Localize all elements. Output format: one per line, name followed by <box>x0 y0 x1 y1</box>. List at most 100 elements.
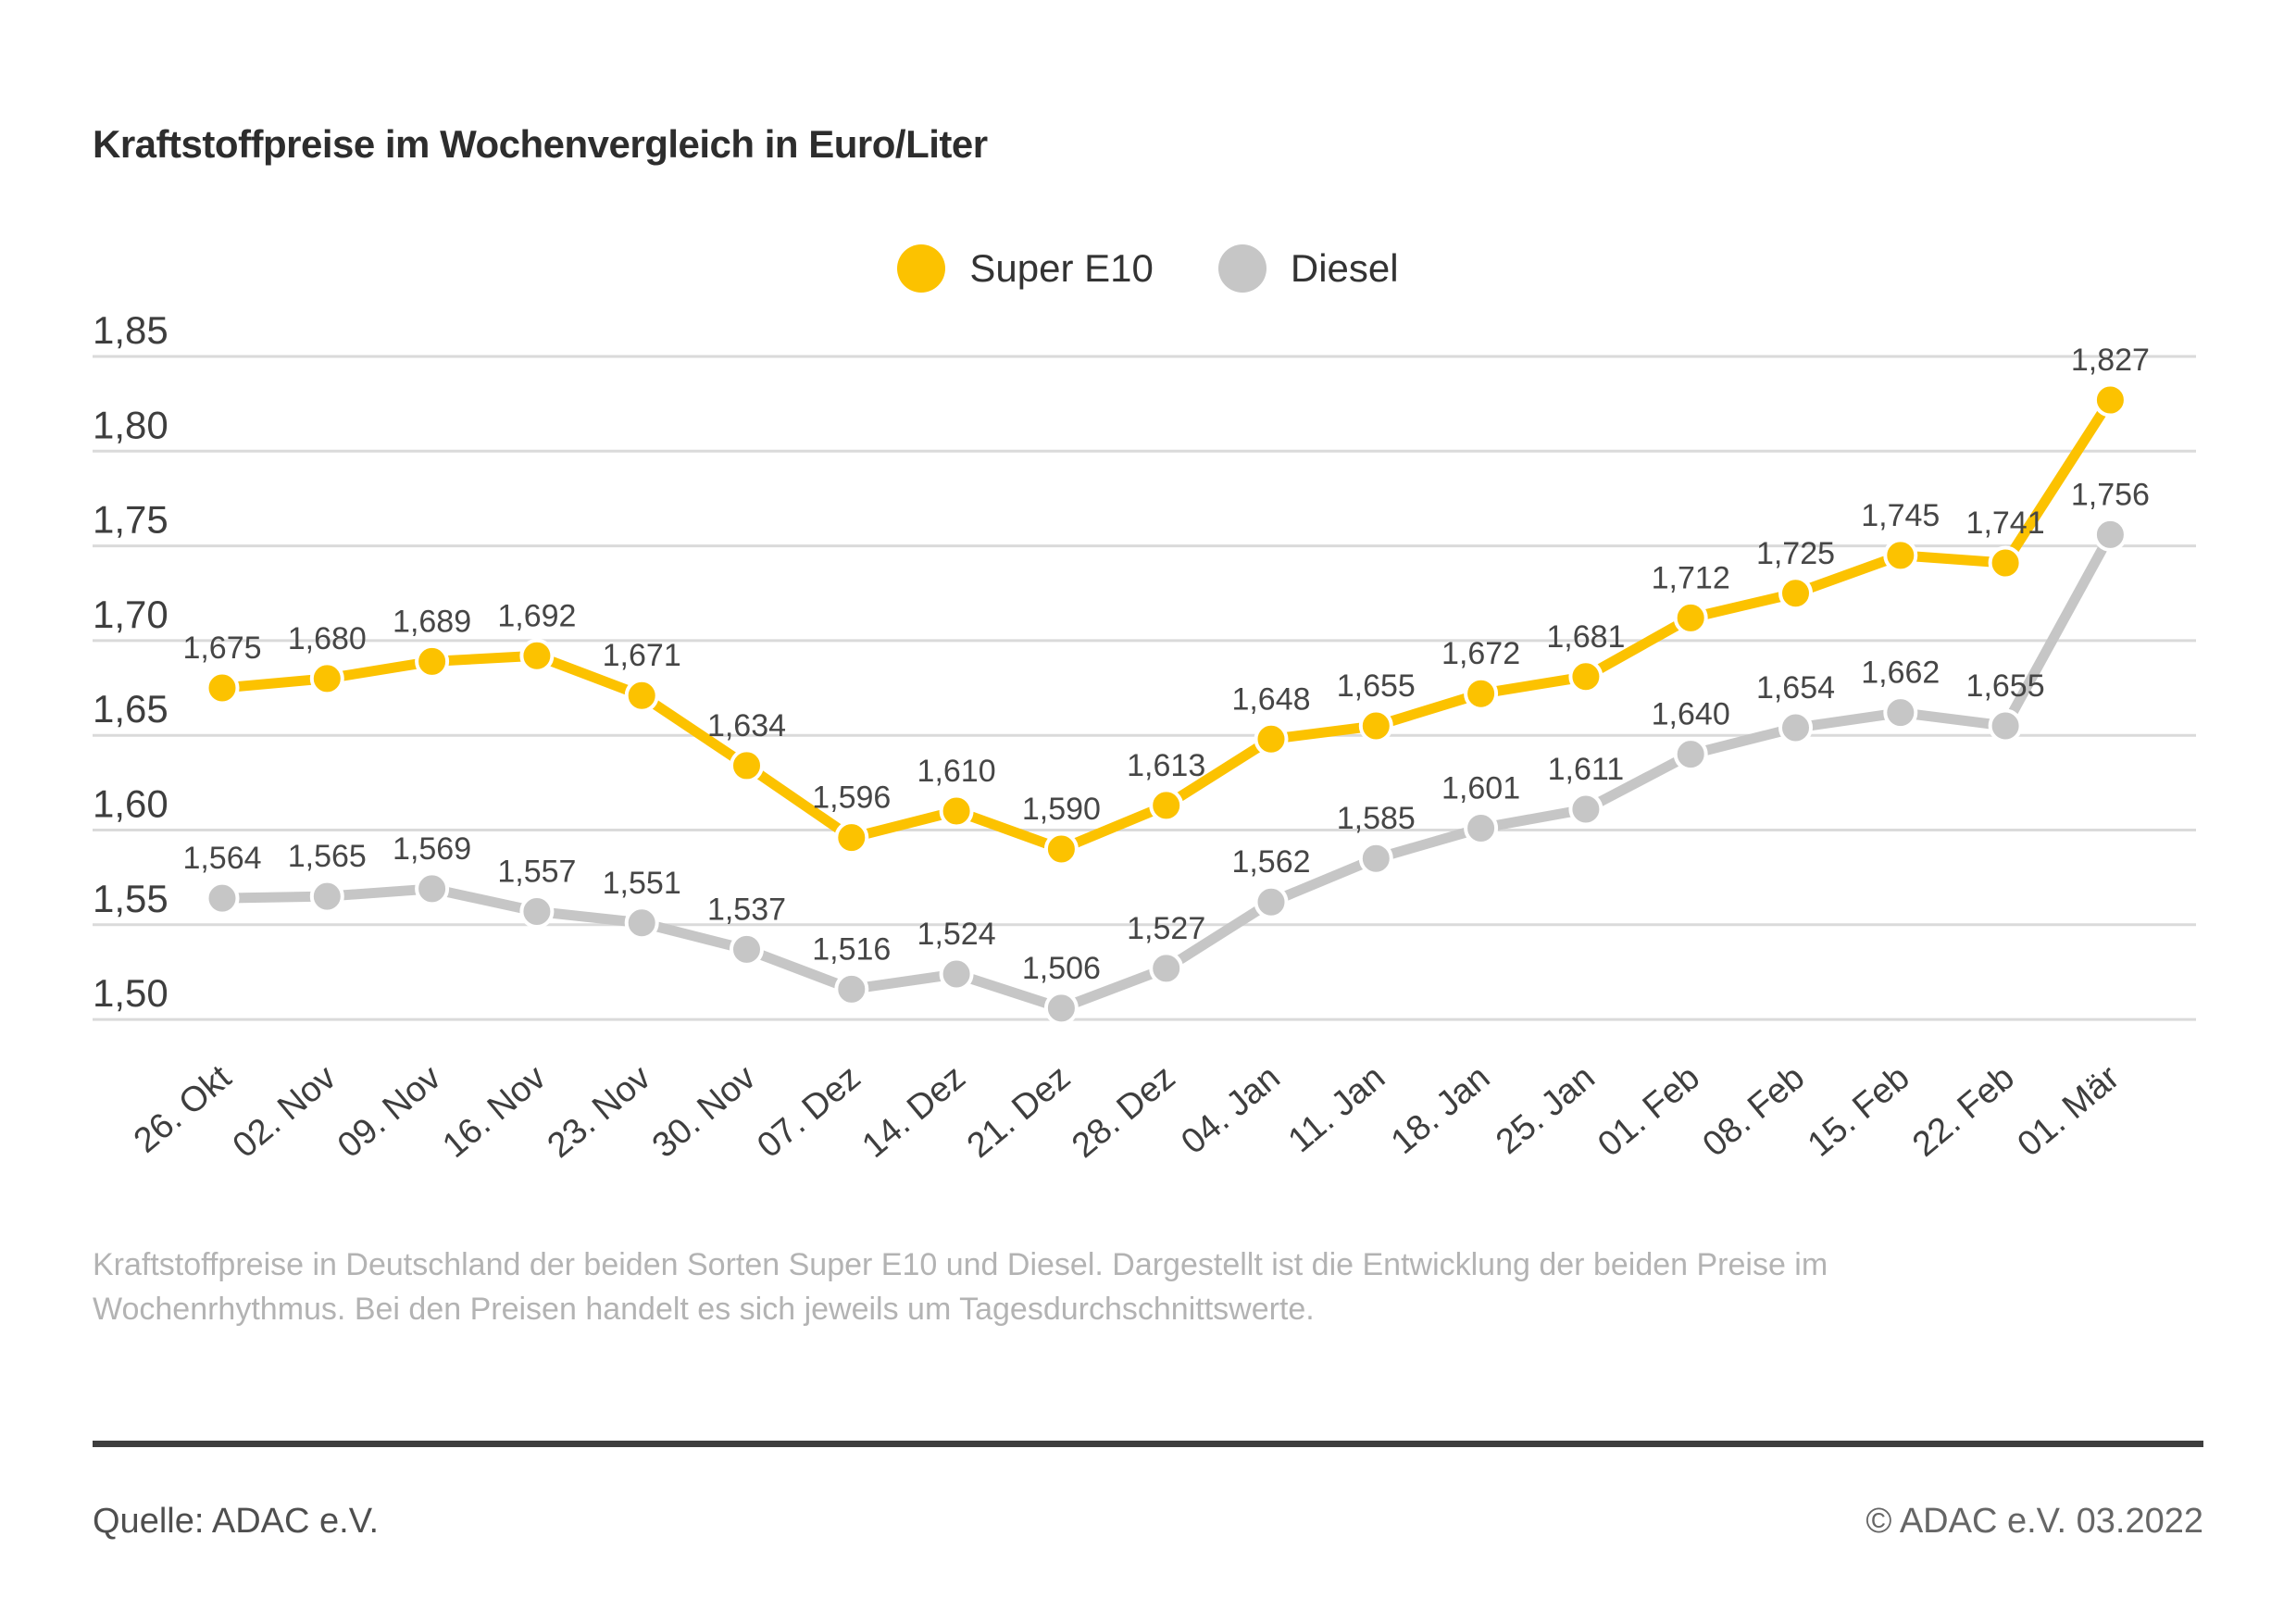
x-tick-label: 22. Feb <box>1905 1058 2022 1165</box>
data-point-super-e10 <box>1988 545 2023 581</box>
y-tick-label: 1,75 <box>93 498 168 542</box>
data-point-super-e10 <box>1568 659 1603 694</box>
data-label-diesel: 1,557 <box>497 854 576 889</box>
x-tick-label: 09. Nov <box>331 1058 448 1166</box>
data-point-diesel <box>1883 695 1918 731</box>
y-tick-label: 1,85 <box>93 308 168 352</box>
y-tick-label: 1,80 <box>93 403 168 446</box>
data-point-diesel <box>834 971 869 1006</box>
x-tick-label: 30. Nov <box>645 1058 763 1166</box>
data-label-super-e10: 1,680 <box>288 621 367 656</box>
x-tick-label: 28. Dez <box>1065 1058 1182 1166</box>
x-tick-label: 01. Feb <box>1591 1058 1707 1165</box>
data-point-super-e10 <box>1358 708 1393 743</box>
data-label-diesel: 1,527 <box>1127 911 1205 946</box>
data-point-super-e10 <box>730 748 764 783</box>
legend-item-super-e10: Super E10 <box>897 244 1154 293</box>
data-label-super-e10: 1,634 <box>707 708 786 743</box>
x-tick-label: 02. Nov <box>226 1058 343 1166</box>
data-point-super-e10 <box>1778 576 1813 611</box>
legend-label-super-e10: Super E10 <box>969 246 1154 290</box>
x-tick-label: 11. Jan <box>1281 1058 1392 1160</box>
data-point-diesel <box>1043 991 1079 1026</box>
source-text: Quelle: ADAC e.V. <box>93 1502 380 1541</box>
legend-item-diesel: Diesel <box>1217 244 1399 293</box>
data-label-diesel: 1,601 <box>1441 770 1520 806</box>
data-point-diesel <box>309 879 344 914</box>
footer-divider <box>93 1441 2203 1447</box>
data-point-super-e10 <box>2092 382 2128 418</box>
x-tick-label: 16. Nov <box>435 1058 553 1166</box>
data-point-diesel <box>1568 792 1603 827</box>
x-tick-label: 04. Jan <box>1174 1058 1287 1162</box>
data-label-super-e10: 1,741 <box>1966 506 2045 541</box>
data-label-diesel: 1,756 <box>2071 477 2150 512</box>
diesel-dot-icon <box>1217 244 1267 293</box>
x-tick-label: 21. Dez <box>960 1058 1078 1166</box>
data-label-super-e10: 1,675 <box>182 631 261 666</box>
data-point-super-e10 <box>1464 676 1499 711</box>
data-point-diesel <box>730 931 764 967</box>
data-label-super-e10: 1,681 <box>1546 619 1625 655</box>
data-point-super-e10 <box>309 661 344 696</box>
data-point-diesel <box>1673 737 1708 772</box>
data-label-diesel: 1,640 <box>1652 697 1730 732</box>
data-label-diesel: 1,562 <box>1231 844 1310 880</box>
data-label-diesel: 1,516 <box>812 931 891 967</box>
data-label-super-e10: 1,827 <box>2071 343 2150 378</box>
x-tick-label: 01. Mär <box>2010 1058 2127 1165</box>
data-label-diesel: 1,564 <box>182 841 261 876</box>
data-point-diesel <box>1254 884 1289 919</box>
data-point-diesel <box>1988 708 2023 743</box>
data-label-diesel: 1,551 <box>603 866 681 901</box>
data-label-diesel: 1,611 <box>1548 752 1625 787</box>
data-label-super-e10: 1,613 <box>1127 748 1205 783</box>
data-label-super-e10: 1,671 <box>603 638 681 673</box>
data-point-diesel <box>1149 951 1184 986</box>
data-point-super-e10 <box>1254 721 1289 756</box>
data-label-super-e10: 1,712 <box>1652 560 1730 595</box>
y-tick-label: 1,55 <box>93 877 168 920</box>
data-label-diesel: 1,565 <box>288 839 367 874</box>
data-label-diesel: 1,524 <box>917 917 996 952</box>
data-label-super-e10: 1,648 <box>1231 681 1310 717</box>
data-point-diesel <box>624 905 659 941</box>
data-point-super-e10 <box>1043 831 1079 867</box>
data-point-super-e10 <box>205 670 240 706</box>
data-label-super-e10: 1,725 <box>1756 536 1835 571</box>
data-point-diesel <box>415 871 450 906</box>
description-line-1: Kraftstoffpreise in Deutschland der beid… <box>93 1247 1828 1282</box>
data-label-super-e10: 1,692 <box>497 598 576 633</box>
x-tick-label: 07. Dez <box>750 1058 867 1166</box>
x-tick-label: 18. Jan <box>1384 1058 1497 1162</box>
data-label-super-e10: 1,596 <box>812 781 891 816</box>
data-label-super-e10: 1,745 <box>1861 498 1940 533</box>
data-point-diesel <box>1464 810 1499 845</box>
x-tick-label: 14. Dez <box>855 1058 973 1166</box>
data-label-super-e10: 1,610 <box>917 754 996 789</box>
y-tick-label: 1,65 <box>93 687 168 731</box>
x-tick-label: 23. Nov <box>541 1058 658 1166</box>
data-point-diesel <box>939 956 974 992</box>
x-tick-label: 08. Feb <box>1696 1058 1813 1165</box>
data-label-super-e10: 1,655 <box>1337 668 1416 704</box>
description-line-2: Wochenrhythmus. Bei den Preisen handelt … <box>93 1292 1315 1327</box>
chart-legend: Super E10 Diesel <box>0 244 2296 293</box>
data-label-diesel: 1,654 <box>1756 670 1835 706</box>
data-label-diesel: 1,569 <box>393 831 471 867</box>
copyright-text: © ADAC e.V. 03.2022 <box>1866 1502 2203 1541</box>
data-point-super-e10 <box>1673 600 1708 635</box>
data-point-super-e10 <box>1883 538 1918 573</box>
x-tick-label: 26. Okt <box>127 1057 239 1160</box>
y-tick-label: 1,70 <box>93 593 168 636</box>
data-label-diesel: 1,662 <box>1861 656 1940 691</box>
data-point-diesel <box>1778 710 1813 745</box>
data-point-diesel <box>2092 517 2128 552</box>
data-label-super-e10: 1,689 <box>393 604 471 639</box>
chart-description: Kraftstoffpreise in Deutschland der beid… <box>93 1243 1828 1331</box>
x-tick-label: 25. Jan <box>1489 1058 1602 1162</box>
data-point-super-e10 <box>939 793 974 829</box>
data-label-diesel: 1,506 <box>1022 951 1101 986</box>
